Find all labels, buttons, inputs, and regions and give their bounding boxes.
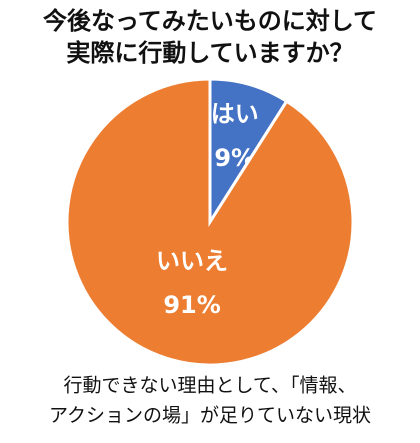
chart-title: 今後なってみたいものに対して [43, 7, 377, 35]
pie-slice [65, 77, 355, 367]
chart-title: 実際に行動していますか？ [66, 39, 353, 67]
annotation: 行動できない理由として、「情報、 [64, 375, 357, 397]
pie-slice [208, 77, 289, 228]
annotation: アクションの場」が足りていない現状 [49, 405, 371, 427]
slice-name: いいえ [156, 247, 228, 275]
slice-name: はい [211, 100, 259, 128]
data-label: 91% [163, 291, 220, 319]
